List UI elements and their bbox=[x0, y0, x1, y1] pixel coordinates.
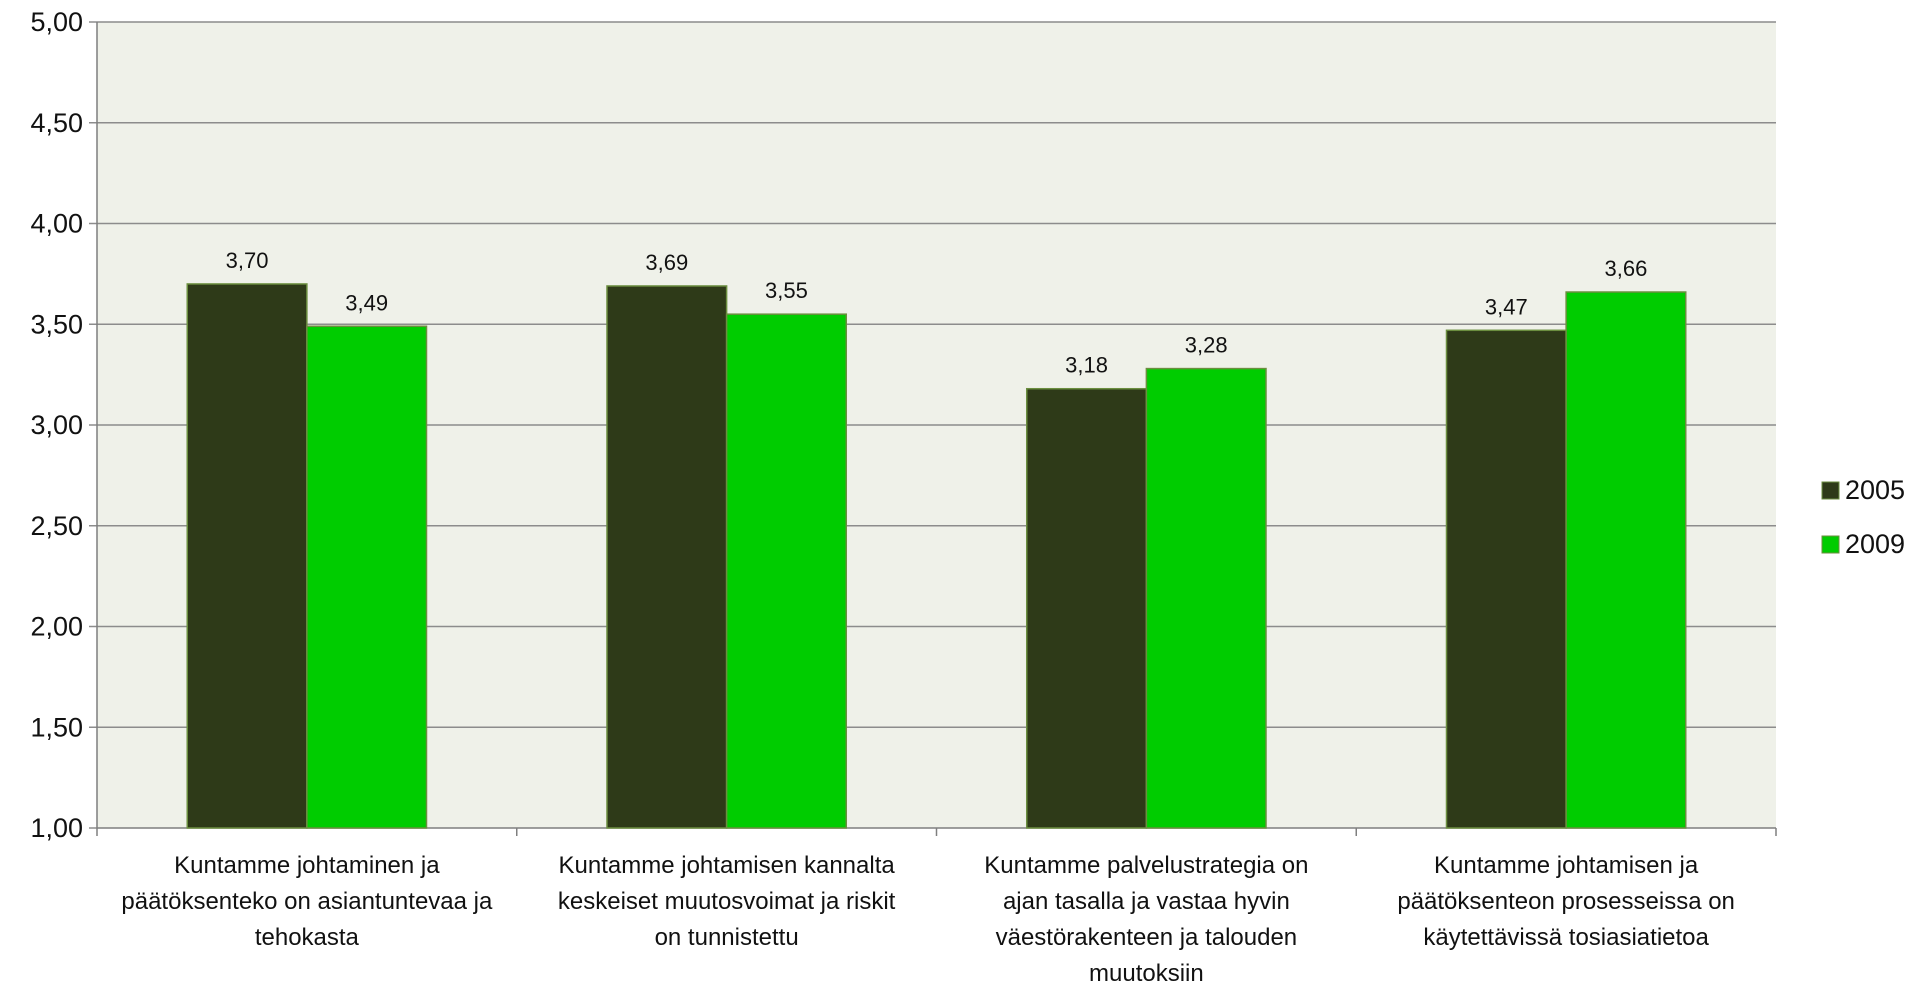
bar-2009 bbox=[725, 313, 848, 829]
bar-2005 bbox=[186, 283, 308, 829]
data-label: 3,47 bbox=[1485, 294, 1528, 319]
y-tick-label: 4,50 bbox=[30, 108, 83, 138]
data-label: 3,69 bbox=[645, 250, 688, 275]
bar-2005 bbox=[1025, 387, 1148, 829]
legend-label-2009: 2009 bbox=[1845, 529, 1905, 559]
category-label: päätöksenteko on asiantuntevaa ja bbox=[121, 888, 493, 915]
category-label: ajan tasalla ja vastaa hyvin bbox=[1003, 888, 1290, 915]
bar-2005 bbox=[606, 285, 728, 829]
legend-swatch-2009 bbox=[1821, 535, 1840, 554]
legend-label-2005: 2005 bbox=[1845, 475, 1905, 505]
category-label: tehokasta bbox=[255, 924, 360, 951]
data-label: 3,28 bbox=[1185, 333, 1228, 358]
bar-2009 bbox=[1565, 291, 1687, 829]
data-label: 3,49 bbox=[345, 290, 388, 315]
data-label: 3,55 bbox=[765, 278, 808, 303]
y-tick-label: 5,00 bbox=[30, 7, 83, 37]
bar-2009 bbox=[306, 325, 428, 829]
data-label: 3,18 bbox=[1065, 353, 1108, 378]
category-label: muutoksiin bbox=[1089, 960, 1204, 987]
y-tick-label: 1,00 bbox=[30, 813, 83, 843]
category-label: keskeiset muutosvoimat ja riskit bbox=[558, 888, 896, 915]
y-tick-label: 3,00 bbox=[30, 410, 83, 440]
category-label: Kuntamme palvelustrategia on bbox=[984, 852, 1308, 879]
y-tick-label: 2,00 bbox=[30, 612, 83, 642]
category-label: Kuntamme johtamisen kannalta bbox=[559, 852, 896, 879]
category-label: on tunnistettu bbox=[655, 924, 799, 951]
y-tick-label: 4,00 bbox=[30, 209, 83, 239]
bar-2009 bbox=[1145, 367, 1267, 829]
legend-swatch-2005 bbox=[1821, 481, 1840, 500]
data-label: 3,70 bbox=[226, 248, 269, 273]
category-label: Kuntamme johtamisen ja bbox=[1434, 852, 1699, 879]
bar-2005 bbox=[1445, 329, 1567, 829]
data-label: 3,66 bbox=[1605, 256, 1648, 281]
category-label: käytettävissä tosiasiatietoa bbox=[1423, 924, 1709, 951]
category-label: väestörakenteen ja talouden bbox=[996, 924, 1298, 951]
category-label: päätöksenteon prosesseissa on bbox=[1397, 888, 1735, 915]
category-label: Kuntamme johtaminen ja bbox=[174, 852, 440, 879]
y-tick-label: 1,50 bbox=[30, 712, 83, 742]
y-tick-label: 3,50 bbox=[30, 309, 83, 339]
y-tick-label: 2,50 bbox=[30, 511, 83, 541]
